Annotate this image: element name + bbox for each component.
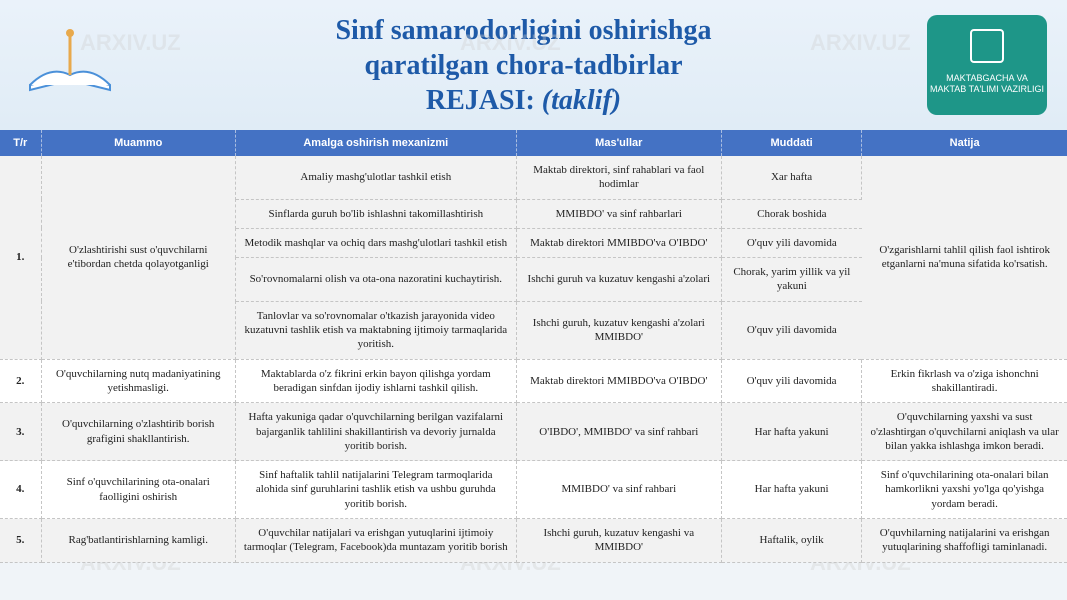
col-header-mech: Amalga oshirish mexanizmi <box>235 130 516 156</box>
cell-muammo: Rag'batlantirishlarning kamligi. <box>41 519 235 563</box>
cell-mech: Amaliy mashg'ulotlar tashkil etish <box>235 156 516 199</box>
page-header: Sinf samarodorligini oshirishga qaratilg… <box>0 0 1067 130</box>
table-row: 3. O'quvchilarning o'zlashtirib borish g… <box>0 403 1067 461</box>
cell-mas: MMIBDO' va sinf rahbarlari <box>516 199 721 228</box>
cell-mech: Metodik mashqlar va ochiq dars mashg'ulo… <box>235 228 516 257</box>
cell-muammo: O'zlashtirishi sust o'quvchilarni e'tibo… <box>41 156 235 359</box>
cell-tr: 2. <box>0 359 41 403</box>
cell-natija: Sinf o'quvchilarining ota-onalari bilan … <box>862 461 1067 519</box>
cell-mech: Sinf haftalik tahlil natijalarini Telegr… <box>235 461 516 519</box>
col-header-mas: Mas'ullar <box>516 130 721 156</box>
cell-mas: Maktab direktori, sinf rahablari va faol… <box>516 156 721 199</box>
title-line-1: Sinf samarodorligini oshirishga <box>120 13 927 48</box>
col-header-mud: Muddati <box>721 130 861 156</box>
cell-mas: Ishchi guruh, kuzatuv kengashi va MMIBDO… <box>516 519 721 563</box>
cell-tr: 5. <box>0 519 41 563</box>
cell-mud: Haftalik, oylik <box>721 519 861 563</box>
cell-mud: O'quv yili davomida <box>721 301 861 359</box>
cell-mud: Chorak, yarim yillik va yil yakuni <box>721 258 861 302</box>
cell-natija: O'zgarishlarni tahlil qilish faol ishtir… <box>862 156 1067 359</box>
table-header-row: T/r Muammo Amalga oshirish mexanizmi Mas… <box>0 130 1067 156</box>
cell-muammo: O'quvchilarning o'zlashtirib borish graf… <box>41 403 235 461</box>
table-row: 4. Sinf o'quvchilarining ota-onalari fao… <box>0 461 1067 519</box>
plan-table: T/r Muammo Amalga oshirish mexanizmi Mas… <box>0 130 1067 563</box>
title-line-3-suffix: (taklif) <box>542 85 621 116</box>
cell-mas: Maktab direktori MMIBDO'va O'IBDO' <box>516 228 721 257</box>
page-title: Sinf samarodorligini oshirishga qaratilg… <box>120 13 927 118</box>
cell-mas: Maktab direktori MMIBDO'va O'IBDO' <box>516 359 721 403</box>
cell-mech: Sinflarda guruh bo'lib ishlashni takomil… <box>235 199 516 228</box>
col-header-muammo: Muammo <box>41 130 235 156</box>
cell-mas: O'IBDO', MMIBDO' va sinf rahbari <box>516 403 721 461</box>
title-line-2: qaratilgan chora-tadbirlar <box>120 48 927 83</box>
col-header-natija: Natija <box>862 130 1067 156</box>
cell-mud: Har hafta yakuni <box>721 403 861 461</box>
cell-mud: O'quv yili davomida <box>721 359 861 403</box>
cell-mech: Tanlovlar va so'rovnomalar o'tkazish jar… <box>235 301 516 359</box>
ministry-badge: MAKTABGACHA VA MAKTAB TA'LIMI VAZIRLIGI <box>927 15 1047 115</box>
cell-mas: Ishchi guruh, kuzatuv kengashi a'zolari … <box>516 301 721 359</box>
table-row: 1. O'zlashtirishi sust o'quvchilarni e't… <box>0 156 1067 199</box>
col-header-tr: T/r <box>0 130 41 156</box>
table-row: 2. O'quvchilarning nutq madaniyatining y… <box>0 359 1067 403</box>
cell-natija: O'quvhilarning natijalarini va erishgan … <box>862 519 1067 563</box>
cell-mas: MMIBDO' va sinf rahbari <box>516 461 721 519</box>
cell-mud: Chorak boshida <box>721 199 861 228</box>
table-row: 5. Rag'batlantirishlarning kamligi. O'qu… <box>0 519 1067 563</box>
cell-muammo: Sinf o'quvchilarining ota-onalari faolli… <box>41 461 235 519</box>
book-icon <box>20 15 120 115</box>
cell-mech: Maktablarda o'z fikrini erkin bayon qili… <box>235 359 516 403</box>
cell-mech: So'rovnomalarni olish va ota-ona nazorat… <box>235 258 516 302</box>
cell-muammo: O'quvchilarning nutq madaniyatining yeti… <box>41 359 235 403</box>
cell-natija: O'quvchilarning yaxshi va sust o'zlashti… <box>862 403 1067 461</box>
cell-tr: 4. <box>0 461 41 519</box>
title-line-3: REJASI: (taklif) <box>120 83 927 118</box>
cell-mud: Har hafta yakuni <box>721 461 861 519</box>
cell-tr: 1. <box>0 156 41 359</box>
cell-mech: O'quvchilar natijalari va erishgan yutuq… <box>235 519 516 563</box>
cell-mech: Hafta yakuniga qadar o'quvchilarning ber… <box>235 403 516 461</box>
cell-mas: Ishchi guruh va kuzatuv kengashi a'zolar… <box>516 258 721 302</box>
cell-mud: Xar hafta <box>721 156 861 199</box>
cell-tr: 3. <box>0 403 41 461</box>
cell-mud: O'quv yili davomida <box>721 228 861 257</box>
cell-natija: Erkin fikrlash va o'ziga ishonchni shaki… <box>862 359 1067 403</box>
title-line-3-prefix: REJASI: <box>426 85 542 116</box>
